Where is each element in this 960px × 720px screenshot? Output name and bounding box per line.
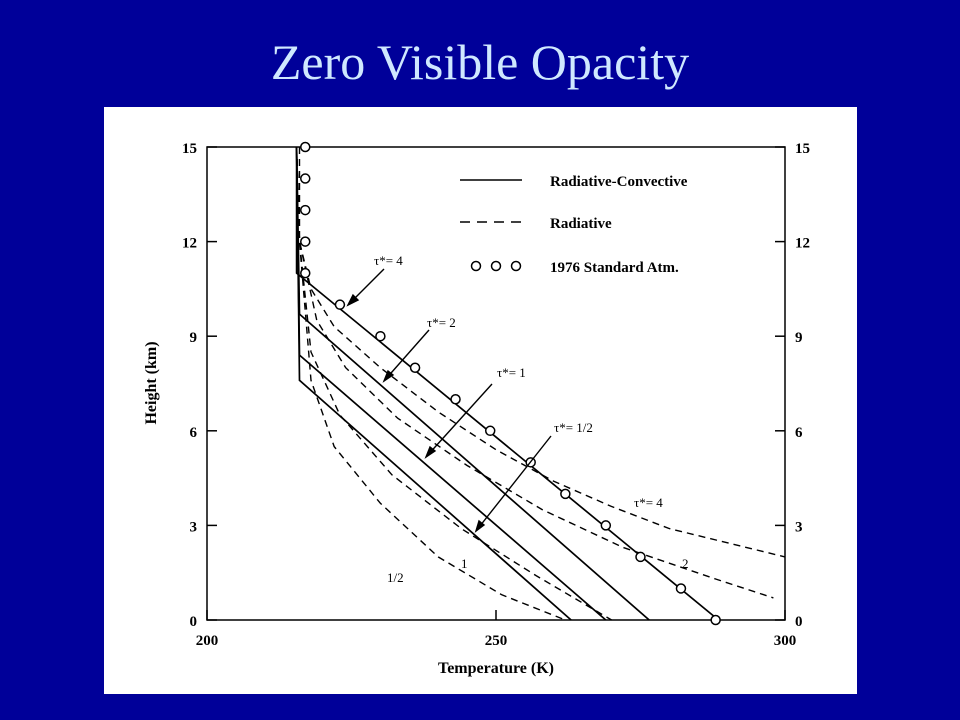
- y-tick-label-left: 0: [190, 614, 198, 630]
- legend-label-radiative-convective: Radiative-Convective: [550, 174, 688, 190]
- annotation-tau1-rc: τ*= 1: [497, 365, 526, 380]
- standard-atm-point: [484, 425, 496, 437]
- radiative-convective-line-0: [295, 147, 720, 621]
- y-tick-label-left: 9: [190, 330, 198, 346]
- figure-panel: 0 0 3 3 6 6 9 9 12 12 15 15 200 250 300 Radiative-Conv…: [104, 107, 857, 694]
- y-tick-label-right: 6: [795, 425, 803, 441]
- arrowhead-tau1-rc: [424, 445, 437, 459]
- legend: Radiative-Convective Radiative 1976 Stan…: [460, 174, 688, 276]
- annotation-curve-1: 1: [461, 556, 468, 571]
- annotation-tauhalf-rc: τ*= 1/2: [554, 420, 593, 435]
- y-tick-label-right: 15: [795, 141, 810, 157]
- standard-atm-point: [300, 236, 311, 247]
- y-tick-label-right: 3: [795, 519, 803, 535]
- x-tick-label: 200: [196, 633, 219, 649]
- x-tick-label: 300: [774, 633, 797, 649]
- standard-atm-point: [300, 267, 311, 279]
- arrowhead-tau4-rc: [346, 293, 360, 307]
- y-tick-label-right: 12: [795, 236, 810, 252]
- radiative-convective-line-3: [295, 146, 572, 621]
- slide-title: Zero Visible Opacity: [270, 34, 690, 90]
- y-tick-label-right: 0: [795, 614, 803, 630]
- y-tick-label-right: 9: [795, 330, 803, 346]
- standard-atm-point: [635, 551, 646, 563]
- standard-atm-point: [560, 488, 571, 500]
- legend-label-standard-atm: 1976 Standard Atm.: [550, 260, 679, 276]
- annotation-tau4-rc: τ*= 4: [374, 253, 403, 268]
- standard-atm-point: [450, 394, 461, 405]
- annotation-curve-half: 1/2: [387, 570, 404, 585]
- standard-atm-point: [600, 520, 612, 531]
- arrow-tauhalf-rc: [475, 435, 552, 532]
- standard-atm-point: [710, 614, 721, 626]
- legend-marker-2: [490, 260, 502, 272]
- annotation-tau2-rc: τ*= 2: [427, 315, 456, 330]
- radiative-dashed-line-7: [295, 146, 566, 621]
- y-tick-label-left: 6: [190, 425, 198, 441]
- arrowhead-tauhalf-rc: [474, 519, 486, 533]
- standard-atm-point: [300, 173, 311, 184]
- annotation-curve-2: 2: [682, 556, 689, 571]
- x-tick-label: 250: [485, 633, 508, 649]
- arrowhead-tau2-rc: [382, 369, 395, 383]
- annotation-tau4-rad: τ*= 4: [634, 495, 663, 510]
- y-tick-label-left: 3: [190, 519, 198, 535]
- standard-atm-point: [675, 583, 687, 594]
- x-axis-title: Temperature (K): [438, 660, 554, 677]
- legend-marker-3: [510, 260, 522, 272]
- standard-atm-point: [300, 204, 311, 216]
- y-axis-title: Height (km): [143, 341, 160, 424]
- radiative-dashed-line-4: [298, 147, 786, 558]
- standard-atm-point: [334, 299, 346, 310]
- y-tick-label-left: 15: [182, 141, 197, 157]
- plot-frame: [206, 146, 786, 621]
- legend-marker-1: [470, 260, 482, 272]
- radiative-dashed-line-5: [295, 146, 774, 599]
- standard-atm-point: [300, 141, 311, 153]
- standard-atm-point: [375, 330, 386, 342]
- y-tick-label-left: 12: [182, 236, 197, 252]
- legend-label-radiative: Radiative: [550, 216, 612, 232]
- arrow-tau1-rc: [425, 383, 493, 458]
- standard-atm-point: [409, 362, 421, 373]
- arrow-tau2-rc: [383, 329, 430, 382]
